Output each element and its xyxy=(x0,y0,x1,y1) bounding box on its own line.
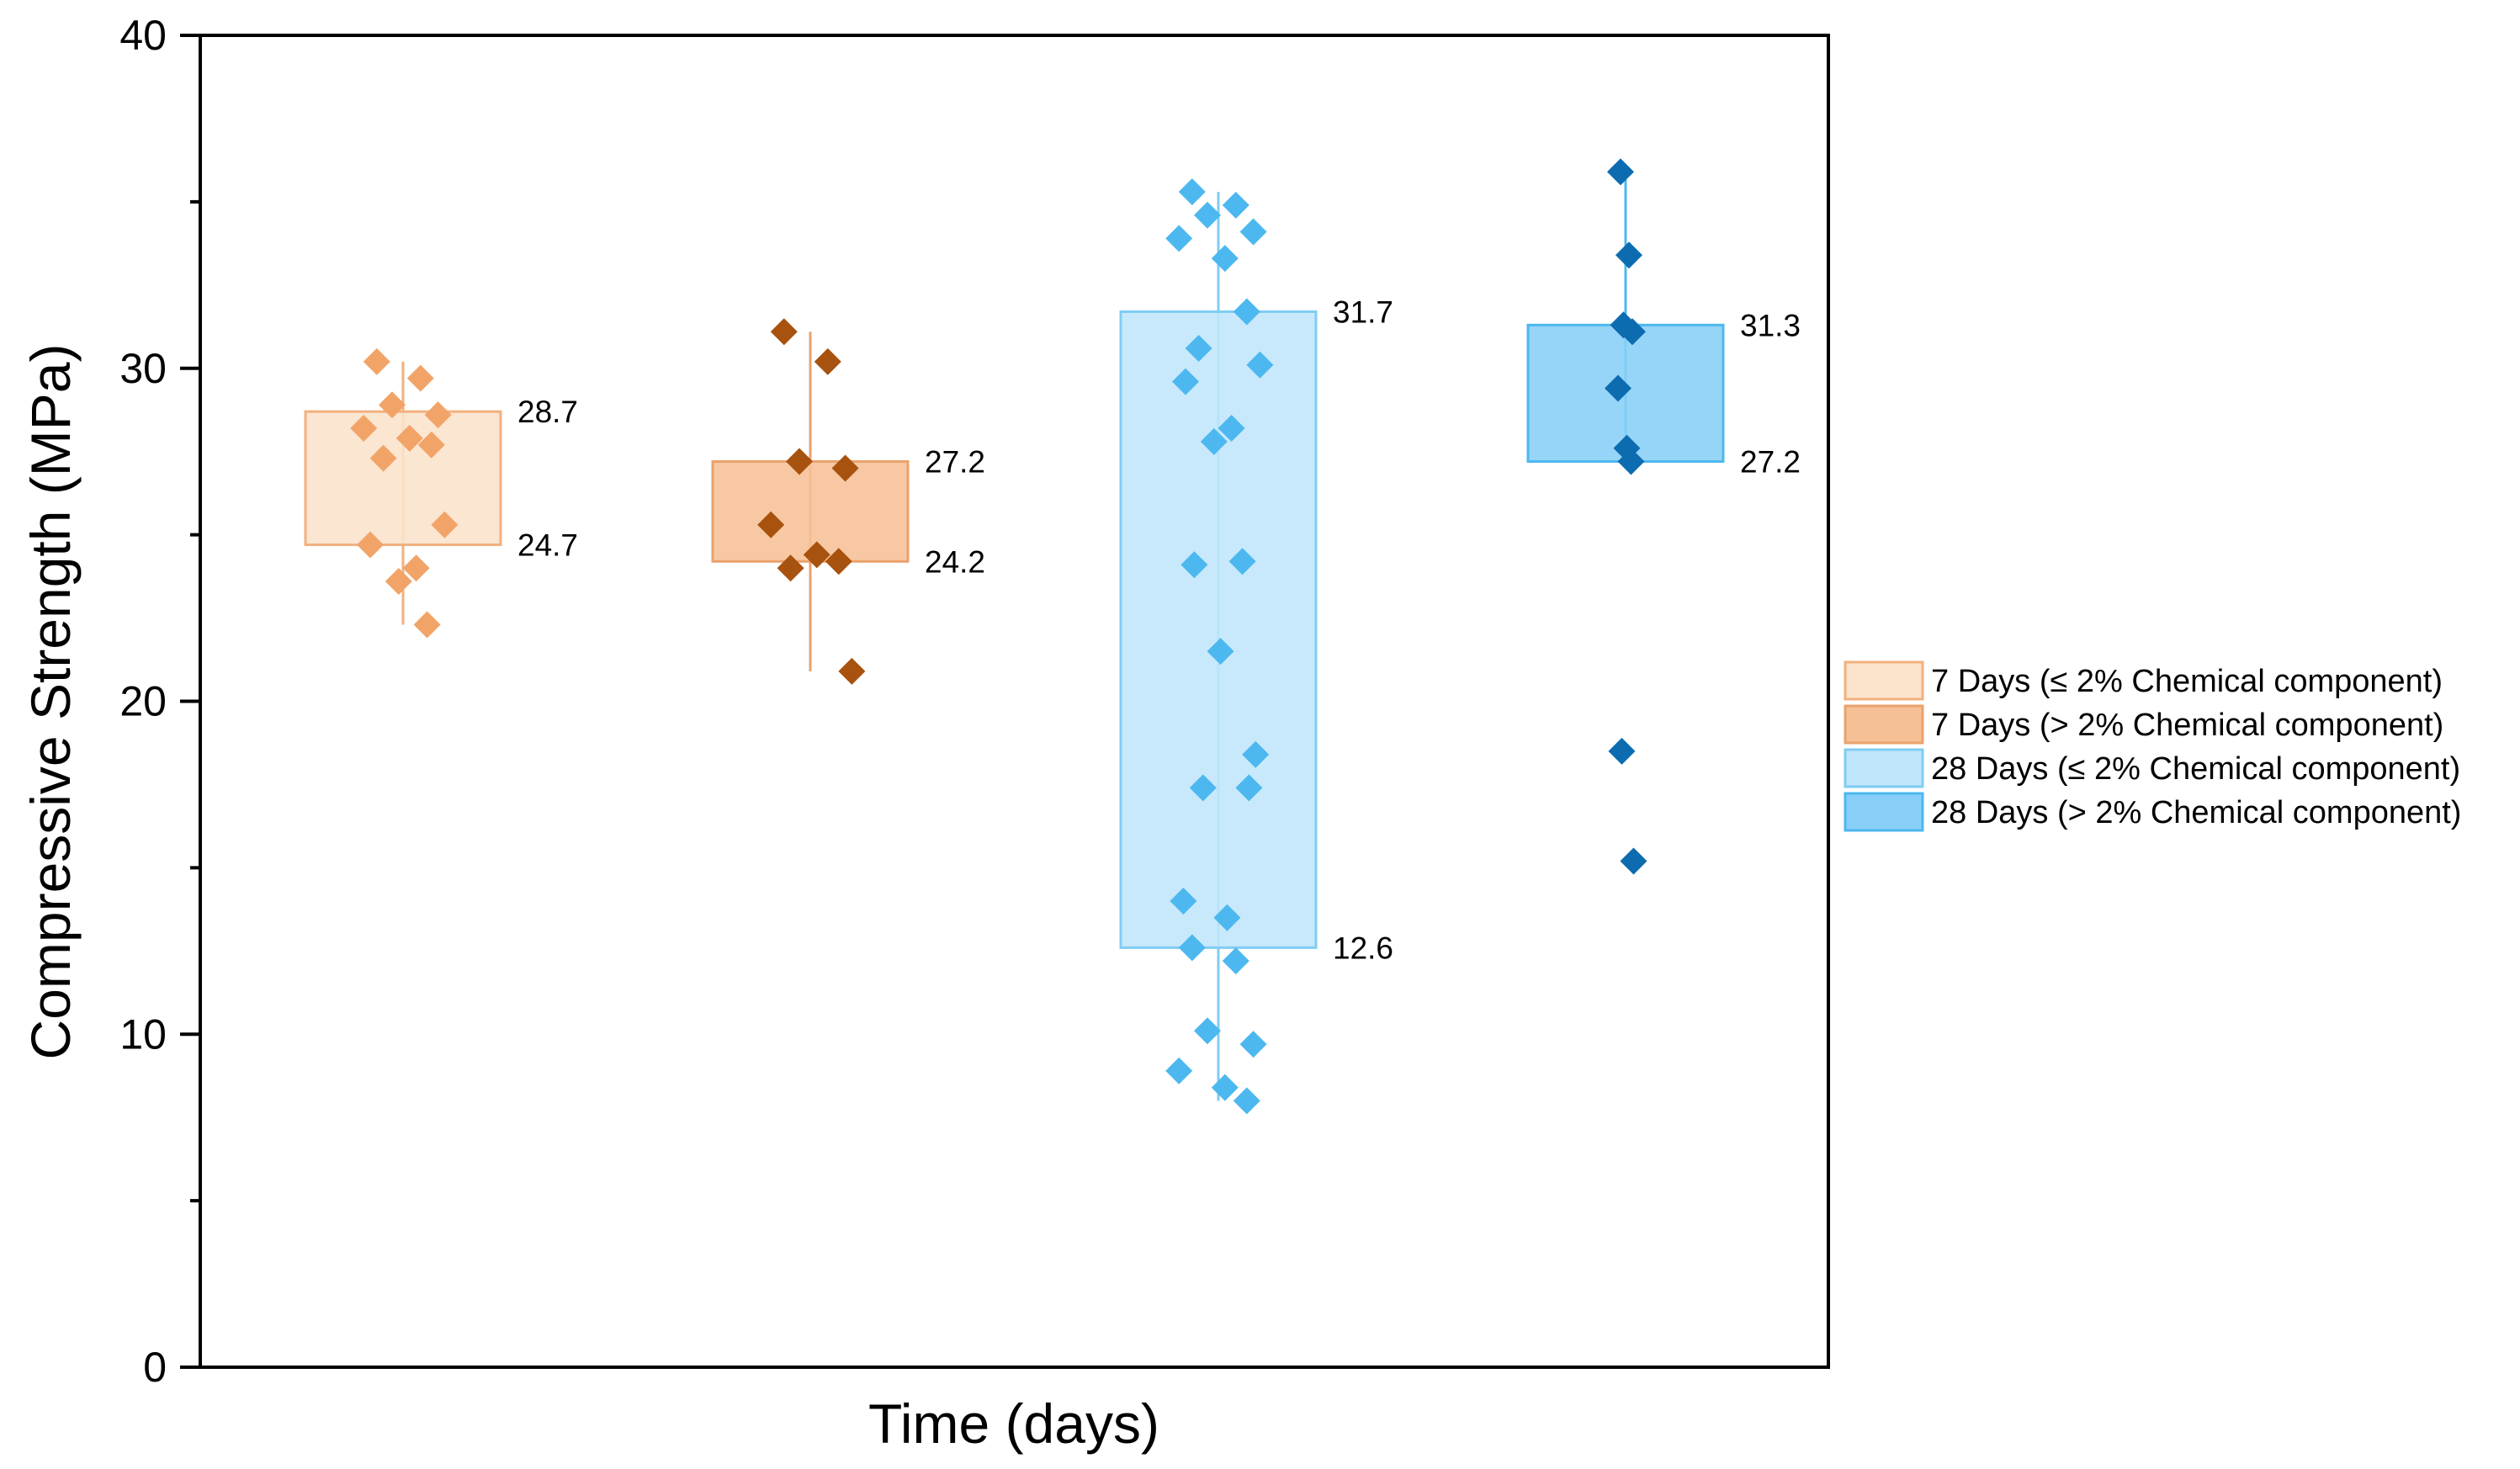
data-point-s0-4 xyxy=(350,414,378,442)
points-layer xyxy=(350,158,1647,1115)
data-point-s2-4 xyxy=(1165,225,1193,252)
legend-swatch-2 xyxy=(1844,748,1924,788)
box-low-label-1: 24.2 xyxy=(925,544,985,579)
box-low-label-2: 12.6 xyxy=(1333,931,1393,965)
data-point-s0-7 xyxy=(369,444,397,472)
data-point-s1-2 xyxy=(786,448,813,475)
y-axis-title: Compressive Strength (MPa) xyxy=(19,344,82,1060)
data-point-s2-25 xyxy=(1211,1074,1239,1101)
box-1 xyxy=(711,460,910,563)
data-point-s2-12 xyxy=(1228,548,1256,575)
data-point-s0-8 xyxy=(431,511,459,538)
data-point-s2-20 xyxy=(1178,934,1206,962)
data-point-s0-6 xyxy=(417,431,445,459)
legend-label-1: 7 Days (> 2% Chemical component) xyxy=(1931,708,2443,743)
data-point-s3-7 xyxy=(1608,737,1636,765)
data-point-s3-1 xyxy=(1615,241,1642,269)
data-point-s2-18 xyxy=(1170,887,1197,915)
data-point-s1-8 xyxy=(838,657,866,685)
data-point-s0-9 xyxy=(357,531,384,559)
legend-label-3: 28 Days (> 2% Chemical component) xyxy=(1931,795,2461,830)
data-point-s2-21 xyxy=(1222,947,1249,975)
box-value-labels: 28.7 24.7 27.2 24.2 31.7 12.6 31.3 27.2 xyxy=(517,294,1801,965)
data-point-s2-3 xyxy=(1239,218,1267,246)
data-point-s2-8 xyxy=(1246,351,1274,379)
data-point-s0-3 xyxy=(424,401,452,429)
data-point-s1-1 xyxy=(814,347,841,375)
y-axis: 0 10 20 30 40 xyxy=(119,12,200,1391)
y-tick-label-1: 10 xyxy=(119,1010,167,1058)
data-point-s1-3 xyxy=(831,454,859,482)
legend-label-2: 28 Days (≤ 2% Chemical component) xyxy=(1931,751,2460,787)
data-point-s2-19 xyxy=(1213,904,1241,931)
data-point-s1-4 xyxy=(757,511,785,538)
data-point-s3-4 xyxy=(1605,374,1631,402)
data-point-s0-2 xyxy=(379,391,406,419)
box-low-label-0: 24.7 xyxy=(517,528,578,562)
data-point-s0-12 xyxy=(413,611,441,639)
data-point-s2-23 xyxy=(1239,1031,1267,1058)
data-point-s1-6 xyxy=(825,548,852,575)
data-point-s2-14 xyxy=(1207,638,1234,666)
data-point-s3-6 xyxy=(1617,448,1645,475)
legend: 7 Days (≤ 2% Chemical component) 7 Days (… xyxy=(1844,660,2461,832)
data-point-s0-10 xyxy=(402,554,430,582)
data-point-s2-9 xyxy=(1172,368,1199,395)
y-tick-label-2: 20 xyxy=(119,678,167,725)
y-tick-label-4: 40 xyxy=(119,12,167,59)
data-point-s0-1 xyxy=(406,364,434,392)
box-high-label-1: 27.2 xyxy=(925,445,985,480)
box-high-label-2: 31.7 xyxy=(1333,294,1393,329)
data-point-s0-5 xyxy=(395,424,423,452)
data-point-s1-5 xyxy=(803,541,830,569)
data-point-s2-10 xyxy=(1218,414,1245,442)
data-point-s2-2 xyxy=(1194,201,1221,229)
data-point-s3-3 xyxy=(1619,318,1646,346)
data-point-s2-26 xyxy=(1233,1087,1260,1115)
legend-label-0: 7 Days (≤ 2% Chemical component) xyxy=(1931,664,2443,699)
data-point-s1-0 xyxy=(770,318,798,346)
data-point-s3-0 xyxy=(1607,158,1634,186)
data-point-s2-17 xyxy=(1235,774,1263,802)
x-axis-title: Time (days) xyxy=(868,1392,1159,1455)
data-point-s2-0 xyxy=(1178,178,1206,206)
y-tick-label-3: 30 xyxy=(119,345,167,392)
data-point-s0-11 xyxy=(385,568,412,596)
data-point-s3-8 xyxy=(1620,847,1647,875)
data-point-s2-1 xyxy=(1222,191,1249,219)
box-low-label-3: 27.2 xyxy=(1740,445,1801,480)
data-point-s2-7 xyxy=(1185,335,1212,363)
legend-swatch-1 xyxy=(1844,704,1924,745)
box-high-label-3: 31.3 xyxy=(1740,308,1801,342)
data-point-s2-13 xyxy=(1180,551,1208,579)
legend-swatch-3 xyxy=(1844,792,1924,832)
data-point-s2-24 xyxy=(1165,1057,1193,1085)
y-tick-label-0: 0 xyxy=(143,1344,167,1391)
data-point-s2-6 xyxy=(1233,298,1260,326)
box-high-label-0: 28.7 xyxy=(517,395,578,429)
data-point-s2-11 xyxy=(1200,427,1228,455)
box-2 xyxy=(1119,310,1318,949)
data-point-s1-7 xyxy=(777,554,804,582)
data-point-s2-5 xyxy=(1211,245,1239,273)
data-point-s0-0 xyxy=(363,347,390,375)
data-point-s2-22 xyxy=(1194,1017,1221,1045)
data-point-s2-16 xyxy=(1189,774,1217,802)
legend-swatch-0 xyxy=(1844,660,1924,701)
data-point-s2-15 xyxy=(1242,740,1270,768)
